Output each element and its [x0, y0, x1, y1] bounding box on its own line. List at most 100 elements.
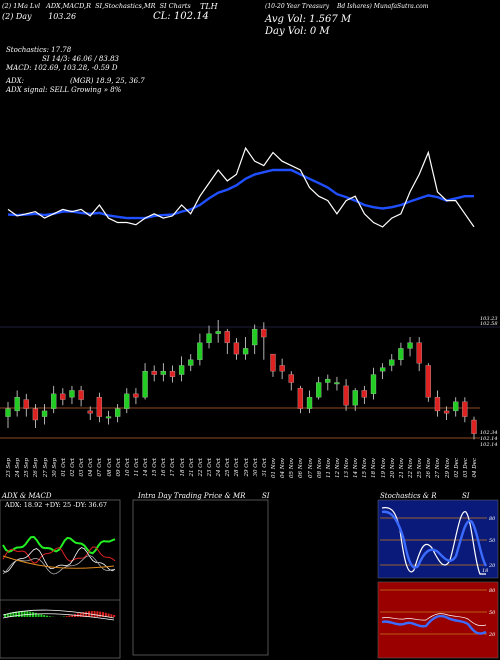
macd-histogram-bar — [4, 614, 6, 617]
macd-histogram-bar — [110, 614, 113, 617]
macd-histogram-bar — [23, 611, 26, 617]
candle-body — [379, 367, 386, 372]
candle-body — [334, 382, 340, 385]
candle-body — [270, 353, 276, 372]
candle-body — [242, 348, 249, 355]
macd-line — [2, 609, 115, 619]
stoch-level-label: 80 — [489, 516, 496, 522]
candle-body — [60, 393, 66, 400]
stoch-panel-title2: SI — [462, 492, 470, 500]
candle-body — [279, 365, 285, 372]
candle-body — [316, 382, 322, 398]
candle-body — [124, 393, 130, 409]
candle-body — [96, 397, 103, 417]
candle-body — [51, 393, 57, 409]
description: (10-20 Year Treasury Bd Ishares) MunafaS… — [265, 3, 429, 10]
macd-histogram-bar — [99, 611, 102, 617]
candle-body — [224, 331, 230, 343]
rsi-panel-frame — [377, 581, 499, 659]
candle-body — [252, 328, 258, 346]
candle-body — [407, 342, 413, 349]
candle-body — [178, 365, 185, 375]
intraday-panel-frame — [132, 499, 269, 656]
macd-histogram-bar — [37, 613, 40, 617]
candle-body — [169, 370, 176, 377]
stochastics-label: Stochastics: 17.78 — [6, 46, 72, 54]
price-label-2: 102.58 — [480, 321, 498, 327]
macd-histogram-bar — [96, 611, 99, 617]
plus-di-line — [2, 535, 116, 555]
candle-body — [142, 370, 148, 398]
intraday-panel-title2: SI — [262, 492, 270, 500]
macd-histogram-bar — [20, 611, 23, 617]
macd-histogram-bar — [18, 611, 20, 617]
candle-body — [151, 370, 157, 375]
si-label: SI 14/3: 46.06 / 83.83 — [42, 55, 119, 63]
candle-body — [370, 374, 377, 395]
rsi-line — [381, 614, 487, 635]
close-price: CL: 102.14 — [153, 11, 209, 22]
stoch-panel-title: Stochastics & R — [380, 492, 437, 500]
candle-body — [69, 390, 75, 398]
candle-body — [462, 401, 468, 417]
rsi-level-label: 80 — [489, 588, 496, 594]
stoch-value: 18 — [482, 568, 488, 574]
candle-body — [453, 401, 459, 412]
candle-body — [297, 388, 304, 409]
candle-body — [23, 399, 29, 409]
stoch-panel-frame — [377, 499, 499, 579]
price-label-b1: 102.34 — [480, 430, 498, 436]
candle-body — [398, 348, 404, 360]
adx-panel-frame — [0, 499, 121, 659]
candle-body — [14, 397, 20, 412]
macd-histogram-bar — [113, 614, 116, 617]
intraday-panel-title: Intra Day Trading Price & MR — [138, 492, 246, 500]
macd-histogram-bar — [107, 613, 110, 617]
macd-histogram-bar — [79, 612, 82, 617]
price-line — [7, 146, 475, 228]
macd-histogram-bar — [9, 612, 12, 617]
day-volume: Day Vol: 0 M — [265, 26, 330, 37]
candle-body — [160, 370, 166, 375]
adx-signal: ADX signal: SELL Growing » 8% — [6, 86, 122, 94]
macd-histogram-bar — [68, 615, 71, 617]
macd-histogram-bar — [104, 612, 107, 617]
stoch-level-label: 50 — [489, 538, 496, 544]
macd-histogram-bar — [32, 612, 34, 617]
candle-body — [261, 328, 267, 338]
candle-body — [288, 374, 294, 383]
adx-label: ADX: — [6, 77, 25, 85]
candle-body — [361, 390, 368, 398]
macd-histogram-bar — [46, 615, 48, 617]
candle-body — [434, 397, 441, 412]
header-left1: (2) 1Ma Lvl ADX,MACD,R SI,Stochastics,MR… — [2, 2, 191, 10]
candle-body — [197, 342, 203, 360]
price-label-top: 103.23 — [480, 316, 498, 322]
macd-histogram-bar — [12, 611, 15, 617]
price-label-b3: 102.14 — [480, 442, 498, 448]
candle-body — [215, 331, 221, 334]
macd-histogram-bar — [40, 614, 43, 617]
macd-histogram-bar — [93, 611, 96, 617]
candle-body — [352, 390, 358, 406]
candle-body — [133, 393, 139, 398]
candle-body — [325, 378, 331, 383]
candle-body — [343, 385, 349, 406]
minus-di-line — [2, 546, 116, 564]
rsi-level-label: 20 — [488, 632, 496, 638]
adx-line — [2, 547, 116, 573]
candle-body — [471, 419, 477, 434]
adx-orange-line — [2, 555, 115, 569]
macd-histogram-bar — [15, 611, 18, 617]
candle-body — [87, 410, 93, 414]
header-left2: (2) Day 103.26 — [2, 12, 77, 21]
candle-body — [306, 397, 313, 409]
candle-body — [188, 359, 194, 366]
macd-histogram-bar — [82, 612, 85, 617]
avg-volume: Avg Vol: 1.567 M — [265, 14, 352, 25]
mrsi-label: (MGR) 18.9, 25, 36.7 — [70, 77, 145, 85]
candle-body — [389, 359, 395, 366]
rsi-level-label: 50 — [489, 610, 496, 616]
adx-panel-value: ADX: 18.92 +DY: 25 -DY: 36.67 — [5, 501, 107, 509]
stoch-d-line — [381, 510, 488, 569]
